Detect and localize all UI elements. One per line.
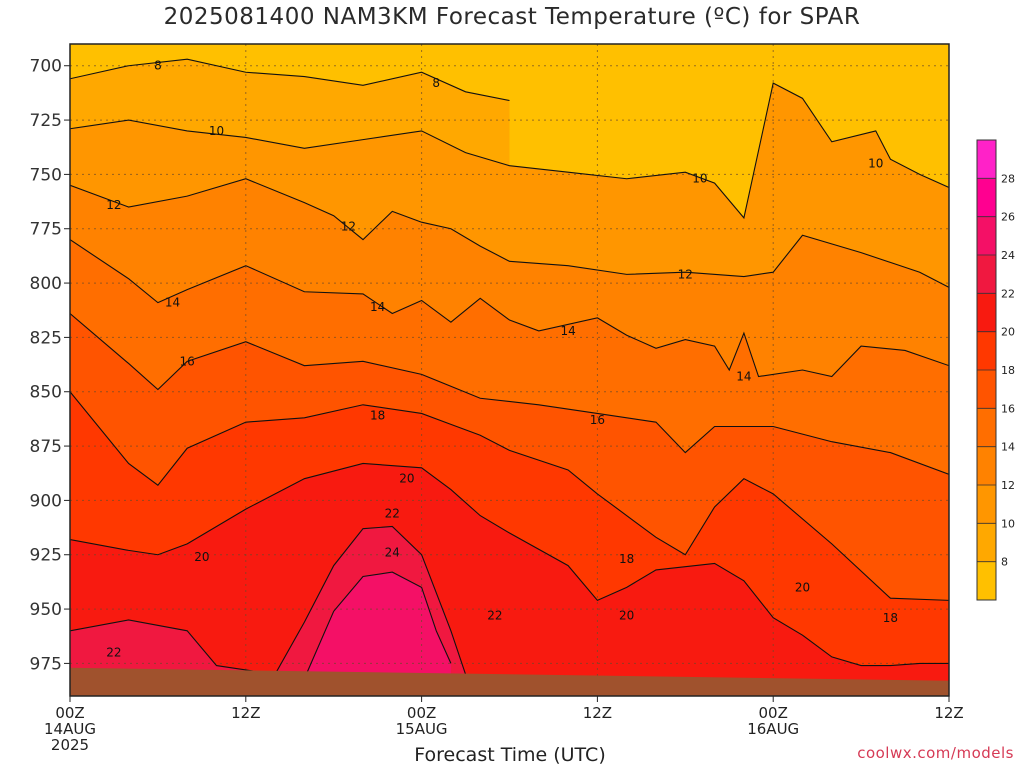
chart-title: 2025081400 NAM3KM Forecast Temperature (… (163, 4, 861, 30)
contour-label: 24 (385, 546, 400, 560)
source-credit: coolwx.com/models (857, 744, 1014, 762)
colorbar-segment (977, 370, 996, 409)
colorbar-tick-label: 20 (1001, 326, 1015, 339)
contour-label: 12 (106, 198, 121, 212)
y-axis: 700 725 750 775 800 825 850 875 900 925 950 975 (30, 57, 70, 674)
contour-label: 10 (692, 172, 707, 186)
colorbar-segment (977, 485, 996, 524)
contour-label: 14 (370, 300, 385, 314)
contour-label: 10 (868, 157, 883, 171)
colorbar-segment (977, 408, 996, 448)
colorbar-segment (977, 293, 996, 333)
terrain (70, 667, 949, 696)
contour-10 (70, 82, 949, 220)
contour-label: 20 (619, 609, 634, 623)
contour-label: 8 (154, 59, 162, 73)
colorbar-segment (977, 255, 996, 294)
y-tick-label: 975 (30, 654, 62, 674)
colorbar-segment (977, 523, 996, 563)
colorbar-segment (977, 216, 996, 256)
band-above-20 (70, 463, 949, 696)
x-tick-label: 12Z (934, 704, 963, 722)
contour-label: 12 (678, 267, 693, 281)
y-tick-label: 775 (30, 220, 62, 240)
contour-labels: 8 8 10 10 10 12 12 12 14 14 14 14 16 16 18 18 18 20 20 20 20… (106, 59, 898, 660)
x-tick-label: 00Z (55, 704, 84, 722)
x-tick-label: 15AUG (396, 720, 448, 738)
colorbar-tick-label: 10 (1001, 517, 1015, 530)
colorbar-segment (977, 561, 996, 601)
contour-label: 16 (590, 413, 605, 427)
contour-12 (70, 178, 949, 288)
y-tick-label: 725 (30, 111, 62, 131)
contour-label: 14 (736, 370, 751, 384)
temperature-fill (70, 44, 949, 696)
y-tick-label: 900 (30, 491, 62, 511)
y-tick-label: 925 (30, 546, 62, 566)
contour-16 (70, 313, 949, 475)
contour-lines (70, 58, 949, 679)
colorbar-tick-label: 14 (1001, 441, 1015, 454)
contour-label: 14 (560, 324, 575, 338)
x-tick-label: 12Z (231, 704, 260, 722)
contour-14 (70, 239, 949, 378)
x-tick-label: 16AUG (747, 720, 799, 738)
colorbar-tick-label: 24 (1001, 249, 1015, 262)
contour-22 (70, 525, 467, 675)
terrain-fill (70, 667, 949, 696)
colorbar-segment (977, 446, 996, 486)
contour-label: 22 (106, 646, 121, 660)
colorbar-tick-label: 8 (1001, 556, 1008, 569)
colorbar-tick-label: 22 (1001, 287, 1015, 300)
colorbar-tick-label: 12 (1001, 479, 1015, 492)
colorbar-tick-label: 28 (1001, 172, 1015, 185)
contour-8 (70, 58, 510, 102)
contour-label: 20 (399, 472, 414, 486)
colorbar-segment (977, 140, 996, 179)
contour-label: 10 (209, 124, 224, 138)
y-tick-label: 950 (30, 600, 62, 620)
contour-label: 22 (487, 609, 502, 623)
y-tick-label: 800 (30, 274, 62, 294)
y-tick-label: 875 (30, 437, 62, 457)
contour-label: 20 (194, 550, 209, 564)
colorbar-segment (977, 178, 996, 218)
y-tick-label: 700 (30, 57, 62, 77)
contour-label: 12 (341, 220, 356, 234)
contour-label: 18 (619, 552, 634, 566)
contour-label: 16 (180, 354, 195, 368)
contour-20 (70, 462, 949, 667)
colorbar-segment (977, 331, 996, 371)
x-axis-label: Forecast Time (UTC) (414, 744, 606, 766)
plot-frame (69, 43, 950, 697)
y-tick-label: 750 (30, 165, 62, 185)
colorbar-tick-label: 18 (1001, 364, 1015, 377)
colorbar: 8 10 12 14 16 18 20 22 24 26 28 (976, 139, 1015, 601)
contour-label: 20 (795, 580, 810, 594)
colorbar-tick-label: 16 (1001, 402, 1015, 415)
contour-label: 22 (385, 506, 400, 520)
x-tick-label: 2025 (51, 736, 89, 754)
contour-label: 18 (883, 611, 898, 625)
x-tick-label: 00Z (407, 704, 436, 722)
contour-18 (70, 391, 949, 601)
grid-lines (70, 44, 949, 696)
contour-label: 14 (165, 296, 180, 310)
contour-24 (303, 571, 452, 679)
y-tick-label: 850 (30, 383, 62, 403)
x-tick-label: 12Z (583, 704, 612, 722)
x-tick-label: 00Z (759, 704, 788, 722)
contour-label: 18 (370, 409, 385, 423)
y-tick-label: 825 (30, 328, 62, 348)
colorbar-tick-label: 26 (1001, 211, 1015, 224)
x-tick-label: 14AUG (44, 720, 96, 738)
contour-label: 8 (432, 76, 440, 90)
